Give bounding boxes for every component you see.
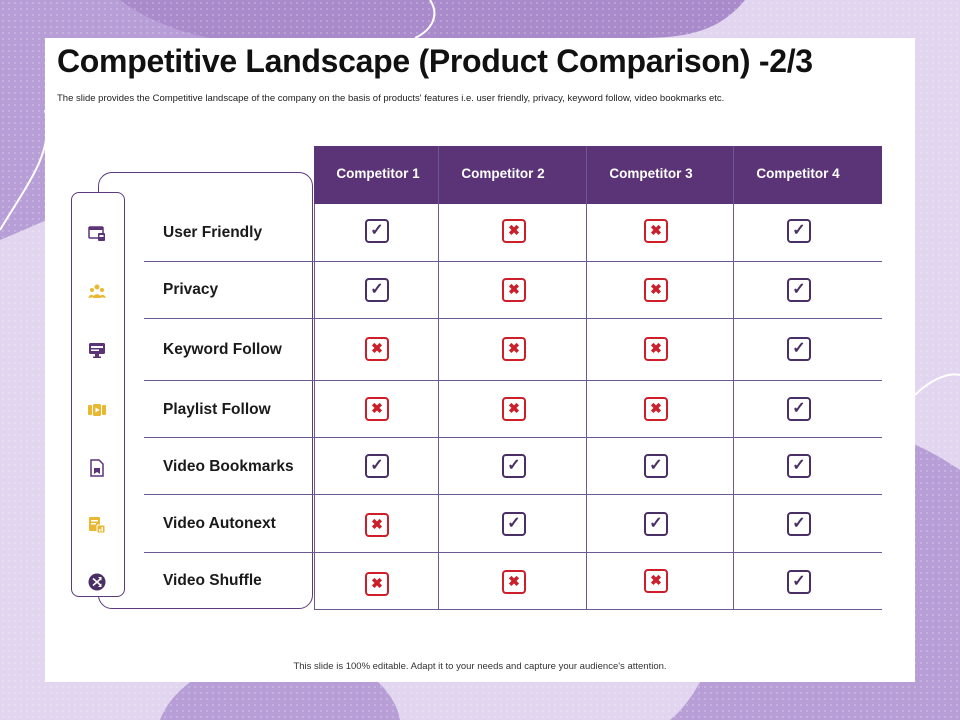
cross-mark-icon: ✖ — [644, 569, 668, 593]
cross-mark-icon: ✖ — [502, 219, 526, 243]
check-mark-icon: ✓ — [787, 454, 811, 478]
feature-label-keyword-follow: Keyword Follow — [163, 341, 282, 358]
feature-label-user-friendly: User Friendly — [163, 224, 263, 241]
cross-mark-icon: ✖ — [365, 572, 389, 596]
grid-line — [144, 437, 882, 438]
check-mark-icon: ✓ — [787, 512, 811, 536]
icon-strip — [71, 192, 125, 597]
competitor-header-band — [314, 146, 882, 204]
cross-mark-icon: ✖ — [502, 337, 526, 361]
check-mark-icon: ✓ — [787, 337, 811, 361]
cross-mark-icon: ✖ — [502, 570, 526, 594]
check-mark-icon: ✓ — [502, 454, 526, 478]
footer-note: This slide is 100% editable. Adapt it to… — [293, 661, 667, 672]
browser-window-icon — [87, 223, 107, 243]
check-mark-icon: ✓ — [365, 278, 389, 302]
feature-label-video-autonext: Video Autonext — [163, 515, 276, 532]
check-mark-icon: ✓ — [787, 397, 811, 421]
column-header-competitor-4: Competitor 4 — [756, 166, 840, 181]
video-play-icon — [87, 400, 107, 420]
shuffle-icon — [87, 572, 107, 592]
user-group-icon — [87, 281, 107, 301]
check-mark-icon: ✓ — [787, 570, 811, 594]
check-mark-icon: ✓ — [787, 278, 811, 302]
check-mark-icon: ✓ — [365, 454, 389, 478]
grid-line — [144, 552, 882, 553]
cross-mark-icon: ✖ — [502, 278, 526, 302]
check-mark-icon: ✓ — [365, 219, 389, 243]
subtitle: The slide provides the Competitive lands… — [57, 93, 725, 104]
grid-line — [144, 380, 882, 381]
bookmark-document-icon — [87, 458, 107, 478]
check-mark-icon: ✓ — [644, 512, 668, 536]
check-mark-icon: ✓ — [644, 454, 668, 478]
check-mark-icon: ✓ — [787, 219, 811, 243]
cross-mark-icon: ✖ — [365, 397, 389, 421]
grid-line — [314, 204, 315, 610]
column-header-competitor-1: Competitor 1 — [336, 166, 420, 181]
feature-label-playlist-follow: Playlist Follow — [163, 401, 271, 418]
monitor-keyboard-icon — [87, 340, 107, 360]
cross-mark-icon: ✖ — [502, 397, 526, 421]
cross-mark-icon: ✖ — [644, 219, 668, 243]
cross-mark-icon: ✖ — [365, 337, 389, 361]
grid-line — [314, 609, 882, 610]
page-title: Competitive Landscape (Product Compariso… — [57, 43, 813, 79]
cross-mark-icon: ✖ — [365, 513, 389, 537]
cross-mark-icon: ✖ — [644, 278, 668, 302]
check-mark-icon: ✓ — [502, 512, 526, 536]
cross-mark-icon: ✖ — [644, 337, 668, 361]
grid-line — [144, 318, 882, 319]
column-header-competitor-2: Competitor 2 — [461, 166, 545, 181]
column-header-competitor-3: Competitor 3 — [609, 166, 693, 181]
slide-panel — [45, 38, 915, 682]
feature-label-video-bookmarks: Video Bookmarks — [163, 458, 294, 475]
grid-line — [144, 494, 882, 495]
grid-line — [438, 146, 439, 610]
feature-label-video-shuffle: Video Shuffle — [163, 572, 262, 589]
grid-line — [733, 146, 734, 610]
grid-line — [144, 261, 882, 262]
document-chart-icon — [87, 515, 107, 535]
cross-mark-icon: ✖ — [644, 397, 668, 421]
feature-label-privacy: Privacy — [163, 281, 219, 298]
grid-line — [586, 146, 587, 610]
